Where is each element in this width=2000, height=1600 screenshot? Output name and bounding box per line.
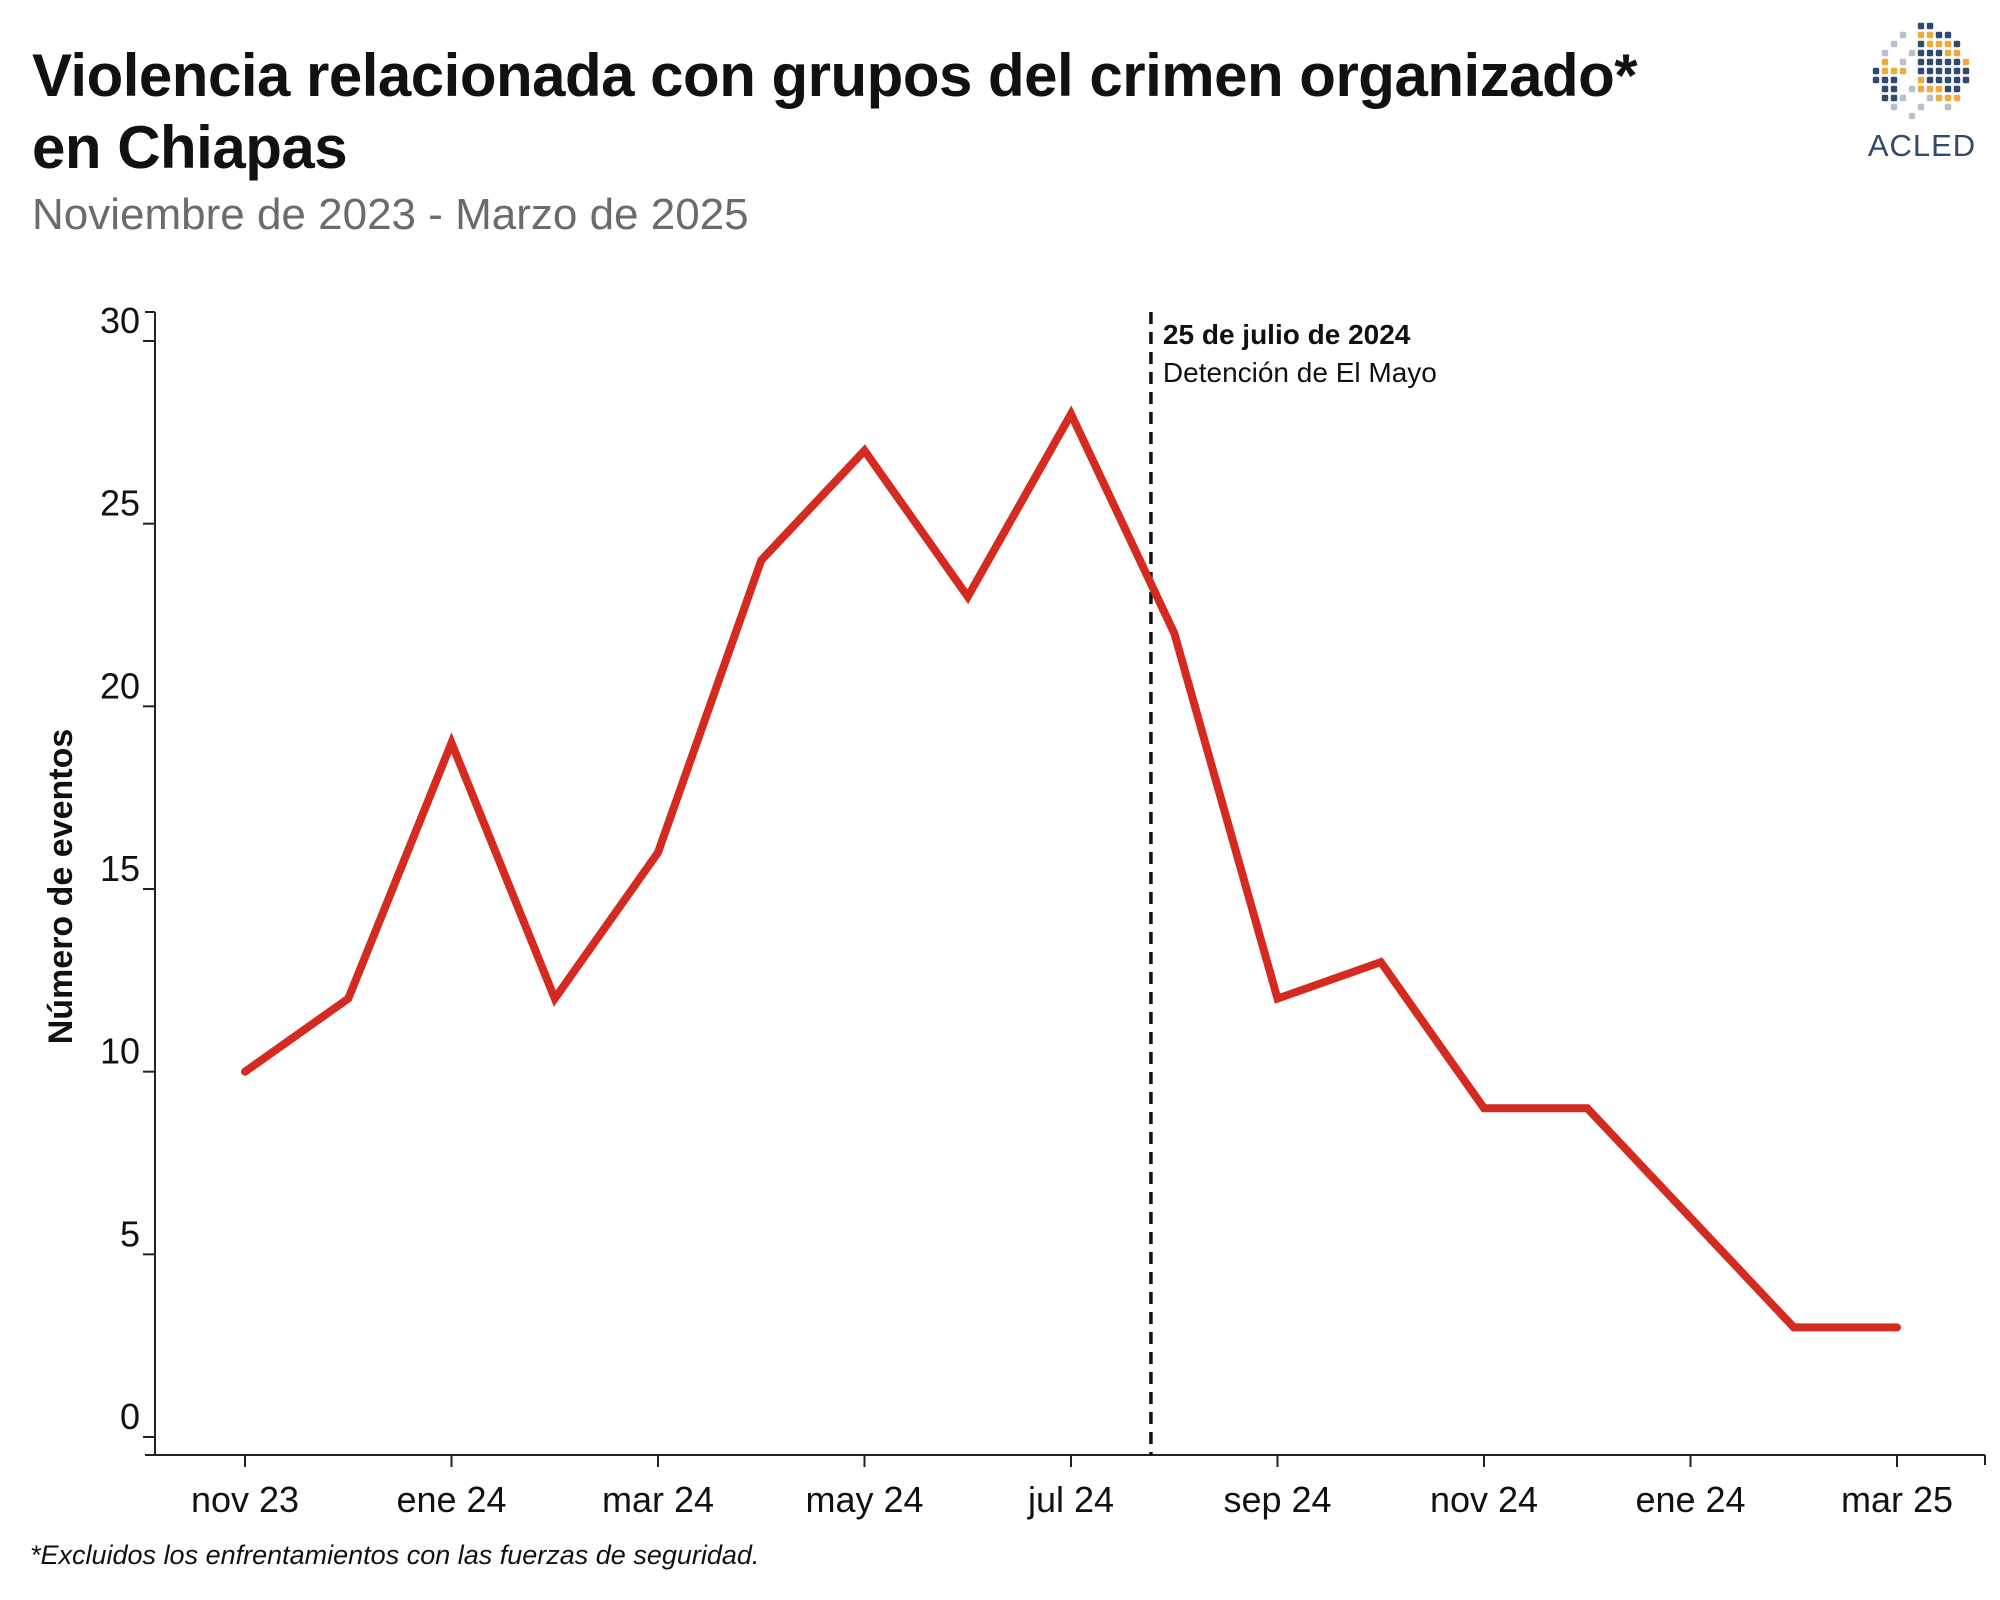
acled-logo-text: ACLED — [1868, 128, 1976, 163]
x-tick-label: may 24 — [805, 1479, 923, 1520]
x-tick-label: sep 24 — [1223, 1479, 1331, 1520]
globe-dots-icon — [1872, 22, 1970, 120]
logo-dot — [1899, 94, 1907, 102]
logo-dot — [1899, 67, 1907, 75]
x-tick-label: ene 24 — [396, 1479, 506, 1520]
x-tick-label: nov 24 — [1430, 1479, 1538, 1520]
acled-logo: ACLED — [1868, 22, 1976, 163]
series-line — [241, 405, 1901, 1332]
y-tick-label: 0 — [120, 1396, 140, 1437]
logo-dot — [1944, 40, 1952, 48]
logo-dot — [1926, 85, 1934, 93]
logo-dot — [1953, 40, 1961, 48]
x-tick-label: ene 24 — [1635, 1479, 1745, 1520]
y-tick-label: 5 — [120, 1213, 140, 1254]
logo-dot — [1935, 58, 1943, 66]
logo-dot — [1926, 94, 1934, 102]
logo-dot — [1944, 94, 1952, 102]
logo-dot — [1917, 40, 1925, 48]
logo-dot — [1944, 67, 1952, 75]
logo-dot — [1890, 76, 1898, 84]
logo-dot — [1917, 85, 1925, 93]
x-tick-label: mar 24 — [602, 1479, 714, 1520]
annotation: 25 de julio de 2024 Detención de El Mayo — [1149, 312, 1437, 1455]
axes: 0 5 10 15 20 25 30 nov 23 ene 24 mar 24 may 24 jul … — [42, 300, 1986, 1520]
x-tick-label: mar 25 — [1841, 1479, 1953, 1520]
logo-dot — [1926, 67, 1934, 75]
logo-dot — [1917, 31, 1925, 39]
logo-dot — [1917, 67, 1925, 75]
logo-dot — [1917, 22, 1925, 30]
logo-dot — [1890, 67, 1898, 75]
series-group — [241, 405, 1901, 1332]
chart-title-line2: en Chiapas — [32, 114, 348, 181]
logo-dot — [1944, 103, 1952, 111]
logo-dot — [1917, 58, 1925, 66]
logo-dot — [1953, 85, 1961, 93]
logo-dot — [1953, 67, 1961, 75]
logo-dot — [1890, 40, 1898, 48]
logo-dot — [1890, 94, 1898, 102]
logo-dot — [1881, 85, 1889, 93]
logo-dot — [1935, 49, 1943, 57]
y-tick-label: 30 — [100, 300, 140, 341]
logo-dot — [1944, 58, 1952, 66]
logo-dot — [1926, 58, 1934, 66]
logo-dot — [1881, 67, 1889, 75]
footnote: *Excluidos los enfrentamientos con las f… — [30, 1540, 760, 1570]
logo-dot — [1944, 76, 1952, 84]
logo-dot — [1872, 76, 1880, 84]
logo-dot — [1962, 67, 1970, 75]
logo-dot — [1917, 103, 1925, 111]
logo-dot — [1926, 40, 1934, 48]
logo-dot — [1926, 49, 1934, 57]
logo-dot — [1926, 76, 1934, 84]
logo-dot — [1935, 76, 1943, 84]
logo-dot — [1881, 49, 1889, 57]
logo-dot — [1899, 58, 1907, 66]
logo-dot — [1944, 85, 1952, 93]
chart-title: Violencia relacionada con grupos del cri… — [32, 40, 1792, 184]
logo-dot — [1935, 94, 1943, 102]
logo-dot — [1881, 76, 1889, 84]
logo-dot — [1962, 58, 1970, 66]
logo-dot — [1890, 85, 1898, 93]
logo-dot — [1935, 85, 1943, 93]
logo-dot — [1953, 58, 1961, 66]
y-axis-label: Número de eventos — [42, 729, 80, 1045]
logo-dot — [1953, 49, 1961, 57]
logo-dot — [1926, 22, 1934, 30]
logo-dot — [1944, 49, 1952, 57]
logo-dot — [1935, 40, 1943, 48]
y-tick-label: 20 — [100, 665, 140, 706]
annotation-title: 25 de julio de 2024 — [1163, 319, 1411, 350]
logo-dot — [1899, 31, 1907, 39]
logo-dot — [1890, 103, 1898, 111]
logo-dot — [1917, 49, 1925, 57]
chart-subtitle: Noviembre de 2023 - Marzo de 2025 — [32, 190, 749, 239]
logo-dot — [1935, 31, 1943, 39]
logo-dot — [1872, 67, 1880, 75]
y-tick-label: 25 — [100, 483, 140, 524]
logo-dot — [1953, 94, 1961, 102]
logo-dot — [1881, 58, 1889, 66]
logo-dot — [1962, 76, 1970, 84]
annotation-text: Detención de El Mayo — [1163, 357, 1437, 388]
logo-dot — [1926, 31, 1934, 39]
y-tick-label: 10 — [100, 1031, 140, 1072]
logo-dot — [1908, 49, 1916, 57]
x-tick-label: jul 24 — [1027, 1479, 1114, 1520]
logo-dot — [1953, 76, 1961, 84]
logo-dot — [1881, 94, 1889, 102]
chart-title-line1: Violencia relacionada con grupos del cri… — [32, 42, 1638, 109]
x-tick-label: nov 23 — [191, 1479, 299, 1520]
logo-dot — [1908, 85, 1916, 93]
y-tick-label: 15 — [100, 848, 140, 889]
logo-dot — [1944, 31, 1952, 39]
logo-dot — [1935, 67, 1943, 75]
logo-dot — [1917, 76, 1925, 84]
logo-dot — [1908, 112, 1916, 120]
